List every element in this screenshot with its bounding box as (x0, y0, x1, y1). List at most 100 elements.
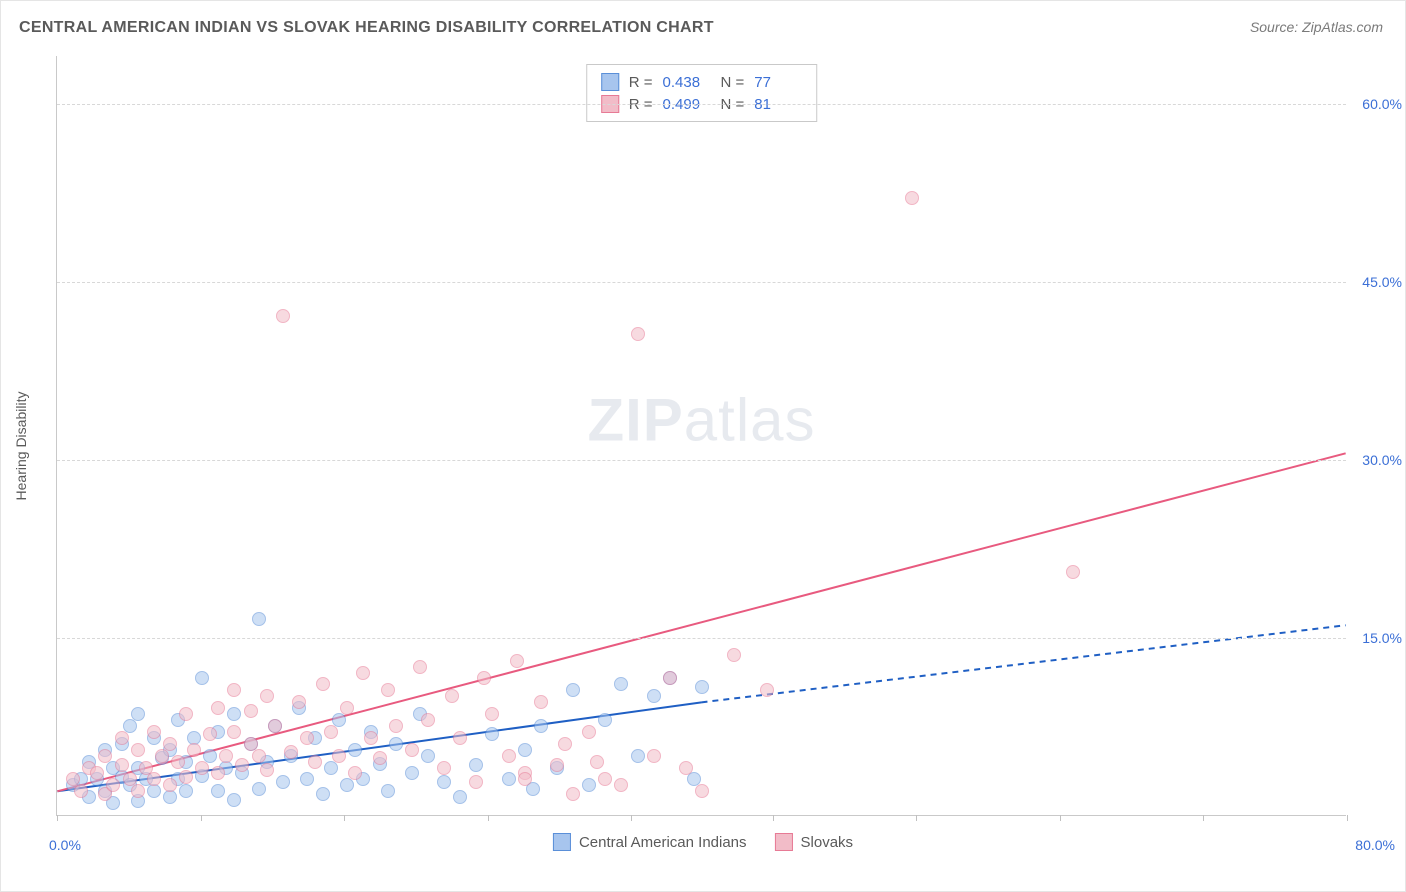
x-max-label: 80.0% (1355, 837, 1395, 853)
scatter-point (502, 749, 516, 763)
plot-area: ZIPatlas R =0.438N =77R =0.499N =81 15.0… (56, 56, 1346, 816)
scatter-point (292, 695, 306, 709)
scatter-point (421, 749, 435, 763)
scatter-point (905, 191, 919, 205)
scatter-point (566, 787, 580, 801)
x-tick (1347, 815, 1348, 821)
x-tick (1203, 815, 1204, 821)
scatter-point (445, 689, 459, 703)
x-tick (344, 815, 345, 821)
scatter-point (195, 671, 209, 685)
scatter-point (276, 309, 290, 323)
x-tick (488, 815, 489, 821)
scatter-point (534, 719, 548, 733)
grid-line (57, 638, 1346, 639)
scatter-point (590, 755, 604, 769)
scatter-point (324, 761, 338, 775)
scatter-point (453, 790, 467, 804)
scatter-point (74, 784, 88, 798)
scatter-point (276, 775, 290, 789)
scatter-point (558, 737, 572, 751)
scatter-point (469, 775, 483, 789)
scatter-point (332, 749, 346, 763)
scatter-point (695, 680, 709, 694)
scatter-point (284, 745, 298, 759)
stat-r-label: R = (629, 74, 653, 91)
scatter-point (598, 772, 612, 786)
x-tick (201, 815, 202, 821)
scatter-point (647, 689, 661, 703)
scatter-point (413, 660, 427, 674)
scatter-point (582, 778, 596, 792)
legend-label: Central American Indians (579, 834, 747, 851)
scatter-point (219, 749, 233, 763)
scatter-point (453, 731, 467, 745)
scatter-point (195, 761, 209, 775)
scatter-point (340, 778, 354, 792)
grid-line (57, 282, 1346, 283)
y-axis-title: Hearing Disability (13, 392, 29, 501)
legend-swatch (775, 833, 793, 851)
scatter-point (679, 761, 693, 775)
scatter-point (244, 704, 258, 718)
scatter-point (252, 749, 266, 763)
scatter-point (631, 749, 645, 763)
scatter-point (260, 763, 274, 777)
x-tick (1060, 815, 1061, 821)
scatter-point (405, 743, 419, 757)
stat-box: R =0.438N =77R =0.499N =81 (586, 64, 818, 122)
scatter-point (147, 725, 161, 739)
chart-title: CENTRAL AMERICAN INDIAN VS SLOVAK HEARIN… (19, 19, 714, 37)
scatter-point (518, 743, 532, 757)
scatter-point (268, 719, 282, 733)
scatter-point (405, 766, 419, 780)
scatter-point (211, 766, 225, 780)
legend-item: Central American Indians (553, 833, 747, 851)
x-tick (631, 815, 632, 821)
scatter-point (356, 666, 370, 680)
scatter-point (518, 772, 532, 786)
scatter-point (566, 683, 580, 697)
scatter-point (227, 793, 241, 807)
scatter-point (106, 778, 120, 792)
scatter-point (510, 654, 524, 668)
trend-line-dashed (702, 625, 1346, 702)
scatter-point (647, 749, 661, 763)
x-tick (916, 815, 917, 821)
scatter-point (131, 784, 145, 798)
scatter-point (203, 727, 217, 741)
scatter-point (598, 713, 612, 727)
x-tick (57, 815, 58, 821)
trend-lines (57, 56, 1346, 815)
stat-r-value: 0.438 (663, 74, 711, 91)
scatter-point (614, 778, 628, 792)
scatter-point (308, 755, 322, 769)
scatter-point (477, 671, 491, 685)
scatter-point (534, 695, 548, 709)
scatter-point (179, 770, 193, 784)
scatter-point (316, 787, 330, 801)
scatter-point (324, 725, 338, 739)
series-legend: Central American IndiansSlovaks (553, 833, 853, 851)
scatter-point (179, 707, 193, 721)
correlation-chart: CENTRAL AMERICAN INDIAN VS SLOVAK HEARIN… (0, 0, 1406, 892)
scatter-point (115, 731, 129, 745)
scatter-point (695, 784, 709, 798)
scatter-point (211, 784, 225, 798)
source-label: Source: ZipAtlas.com (1250, 19, 1383, 35)
scatter-point (252, 782, 266, 796)
scatter-point (98, 749, 112, 763)
stat-n-value: 77 (754, 74, 802, 91)
scatter-point (163, 778, 177, 792)
scatter-point (252, 612, 266, 626)
scatter-point (485, 727, 499, 741)
scatter-point (316, 677, 330, 691)
scatter-point (260, 689, 274, 703)
scatter-point (131, 707, 145, 721)
scatter-point (171, 755, 185, 769)
y-tick-label: 45.0% (1362, 274, 1402, 290)
scatter-point (211, 701, 225, 715)
scatter-point (373, 751, 387, 765)
x-min-label: 0.0% (49, 837, 81, 853)
scatter-point (300, 772, 314, 786)
